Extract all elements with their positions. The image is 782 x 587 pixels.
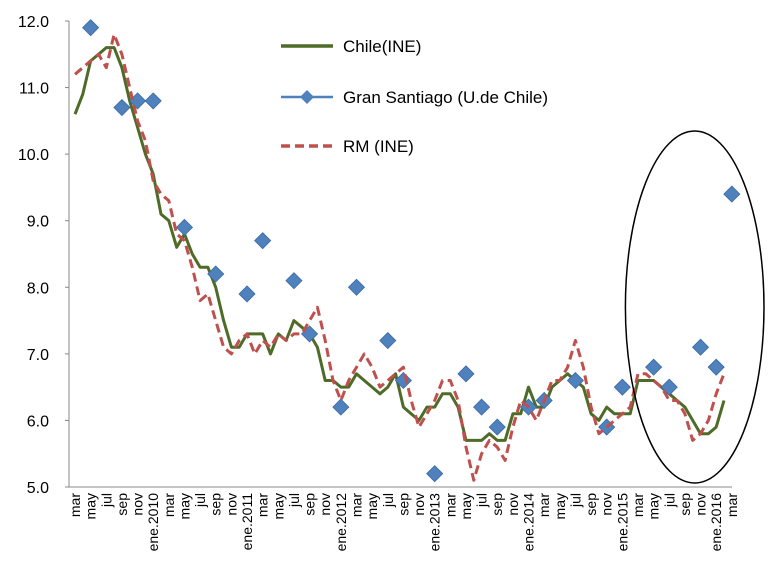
- x-tick-label: ene.2014: [521, 493, 537, 552]
- x-tick-label: may: [646, 493, 662, 519]
- x-tick-label: sep: [489, 493, 505, 516]
- data-point-gran-santiago: [238, 285, 256, 303]
- x-tick-label: sep: [208, 493, 224, 516]
- data-point-gran-santiago: [723, 185, 741, 203]
- x-tick-label: sep: [302, 493, 318, 516]
- y-tick-label: 6.0: [27, 413, 49, 430]
- x-tick-label: ene.2010: [145, 493, 161, 552]
- data-point-gran-santiago: [332, 398, 350, 416]
- x-tick-label: sep: [677, 493, 693, 516]
- annotation-ellipse: [624, 130, 765, 484]
- x-tick-label: nov: [693, 493, 709, 516]
- x-tick-label: ene.2011: [239, 493, 255, 551]
- legend: Chile(INE) Gran Santiago (U.de Chile) RM (…: [281, 37, 548, 156]
- y-tick-label: 8.0: [27, 280, 49, 297]
- legend-label: Gran Santiago (U.de Chile): [343, 88, 548, 107]
- x-tick-label: jul: [380, 493, 396, 508]
- data-point-gran-santiago: [347, 278, 366, 296]
- data-point-gran-santiago: [113, 98, 131, 117]
- y-tick-label: 11.0: [19, 81, 49, 98]
- x-tick-label: sep: [395, 493, 411, 516]
- x-tick-label: jul: [98, 493, 114, 508]
- data-point-gran-santiago: [144, 92, 162, 110]
- x-tick-label: may: [458, 493, 474, 519]
- x-tick-label: mar: [536, 493, 552, 517]
- x-tick-label: may: [364, 493, 380, 519]
- data-point-gran-santiago: [566, 371, 584, 390]
- data-point-gran-santiago: [457, 365, 475, 383]
- x-tick-label: may: [176, 493, 192, 519]
- x-tick-label: nov: [599, 493, 615, 516]
- data-point-gran-santiago: [175, 218, 194, 236]
- x-tick-label: mar: [724, 493, 740, 517]
- plot-area: 5.06.07.08.09.010.011.012.0 mar may jul sep…: [18, 14, 765, 552]
- data-point-gran-santiago: [394, 371, 412, 390]
- data-point-gran-santiago: [207, 265, 225, 283]
- data-point-gran-santiago: [254, 232, 272, 250]
- x-tick-label: may: [83, 493, 99, 519]
- data-point-gran-santiago: [707, 358, 725, 376]
- x-tick-label: mar: [67, 493, 83, 517]
- x-tick-label: may: [552, 493, 568, 519]
- x-tick-label: mar: [630, 493, 646, 517]
- x-tick-label: jul: [192, 493, 208, 508]
- x-tick-label: may: [270, 493, 286, 519]
- x-ticks: mar may jul sep nov ene.2010 mar may jul sep nov en…: [67, 493, 740, 552]
- y-ticks: 5.0 6.0 7.0 8.0 9.0 10.0 11.0 12.0: [18, 14, 69, 497]
- x-tick-label: ene.2012: [333, 493, 349, 552]
- y-tick-label: 7.0: [27, 347, 49, 364]
- x-tick-label: ene.2016: [708, 493, 724, 552]
- y-tick-label: 5.0: [27, 480, 49, 497]
- x-tick-label: nov: [130, 493, 146, 516]
- x-tick-label: mar: [348, 493, 364, 517]
- x-tick-label: nov: [411, 493, 427, 516]
- x-tick-label: jul: [474, 493, 490, 508]
- x-tick-label: nov: [223, 493, 239, 516]
- data-point-gran-santiago: [426, 465, 444, 483]
- data-point-gran-santiago: [82, 19, 100, 37]
- series-line-chile-ine: [73, 46, 726, 442]
- data-point-gran-santiago: [691, 338, 710, 356]
- x-tick-label: sep: [583, 493, 599, 516]
- data-point-gran-santiago: [613, 378, 631, 396]
- data-point-gran-santiago: [285, 272, 303, 290]
- x-tick-label: nov: [317, 493, 333, 516]
- legend-label: RM (INE): [343, 137, 414, 156]
- series-line-rm-ine: [74, 32, 726, 482]
- x-tick-label: ene.2013: [427, 493, 443, 552]
- x-tick-label: jul: [661, 493, 677, 508]
- legend-label: Chile(INE): [343, 37, 421, 56]
- x-tick-label: jul: [286, 493, 302, 508]
- x-tick-label: sep: [114, 493, 130, 516]
- y-tick-label: 10.0: [18, 147, 49, 164]
- y-tick-label: 9.0: [27, 214, 49, 231]
- x-tick-label: mar: [442, 493, 458, 517]
- data-point-gran-santiago: [379, 331, 397, 350]
- x-tick-label: ene.2015: [614, 493, 630, 552]
- x-tick-label: mar: [161, 493, 177, 517]
- series-layer: [73, 19, 741, 483]
- data-point-gran-santiago: [645, 358, 663, 376]
- legend-marker-diamond: [300, 90, 314, 104]
- x-tick-label: mar: [255, 493, 271, 517]
- x-tick-label: nov: [505, 493, 521, 516]
- x-tick-label: jul: [567, 493, 583, 508]
- y-tick-label: 12.0: [18, 14, 49, 31]
- data-point-gran-santiago: [488, 418, 506, 436]
- data-point-gran-santiago: [473, 398, 491, 416]
